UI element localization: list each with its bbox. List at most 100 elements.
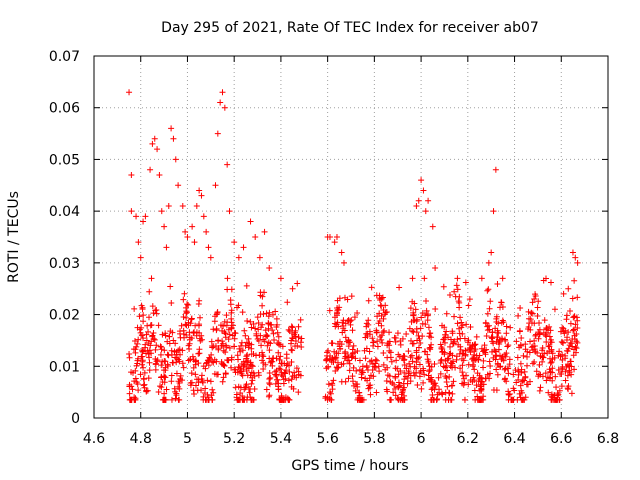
data-point [484,287,491,294]
data-point [568,371,575,378]
data-point [172,395,179,402]
data-point [482,349,489,356]
data-point [485,286,492,293]
data-point [459,362,466,369]
x-tick-label: 5.6 [317,431,339,447]
data-point [473,333,480,340]
data-point [383,378,390,385]
data-point [252,234,259,240]
data-point [172,354,179,361]
data-point [387,396,394,403]
data-point [569,295,576,302]
data-point [291,372,298,379]
data-point [499,275,506,282]
data-point [170,135,177,142]
data-point [195,360,202,367]
data-point [250,370,257,377]
data-point [421,371,428,378]
data-point [164,338,171,345]
data-point [335,306,342,313]
data-point [423,298,430,305]
data-point [222,334,229,341]
data-point [219,89,226,96]
data-point [192,322,199,329]
data-point [534,304,541,311]
data-point [298,344,305,351]
data-point [348,354,355,361]
data-point [244,317,251,324]
data-point [207,378,214,385]
data-point [150,329,157,336]
data-point [128,383,135,390]
data-point [536,326,543,333]
x-tick-label: 6 [417,431,426,447]
data-point [444,383,451,390]
data-point [559,324,566,331]
data-point [278,360,285,367]
data-point [420,187,427,194]
data-point [200,213,207,220]
data-point [329,355,336,362]
data-point [484,310,491,317]
data-point [258,342,265,349]
data-point [540,277,547,284]
data-point [325,363,332,370]
data-point [528,319,535,326]
data-point [477,383,484,390]
data-point [407,378,414,385]
data-point [552,373,559,380]
data-point [161,373,168,380]
data-point [295,389,302,396]
data-point [392,385,399,392]
data-point [259,357,266,364]
data-point [451,288,458,295]
data-point [401,392,408,399]
data-point [158,384,165,391]
data-point [289,324,296,331]
data-point [330,377,337,384]
data-point [392,365,399,372]
data-point [185,301,192,308]
data-point [535,373,542,380]
data-point [409,358,416,365]
data-point [572,254,579,261]
data-point [484,327,491,334]
x-tick-label: 4.8 [130,431,152,447]
data-point [540,354,547,361]
data-point [478,345,485,352]
data-point [507,324,514,331]
data-point [465,302,472,309]
data-point [524,381,531,388]
data-point [384,364,391,371]
data-point [529,347,536,354]
data-point [405,348,412,355]
data-point [161,379,168,386]
data-point [273,315,280,322]
data-point [204,377,211,384]
data-point [260,359,267,366]
data-point [418,385,425,392]
data-point [531,337,538,344]
data-point [417,325,424,332]
data-point [378,336,385,343]
data-point [259,302,266,309]
data-point [273,372,280,379]
data-point [147,166,154,173]
data-point [246,340,253,347]
data-point [481,342,488,349]
data-point [224,275,231,282]
data-point [352,355,359,362]
data-point [572,343,579,350]
data-point [334,309,341,316]
data-point [131,378,138,385]
data-point [211,318,218,325]
data-point [480,357,487,364]
data-point [425,197,432,204]
data-point [212,182,219,189]
data-point [522,373,529,380]
data-point [209,358,216,365]
data-point [213,327,220,334]
data-point [364,367,371,374]
data-point [247,218,254,225]
data-point [340,259,347,266]
